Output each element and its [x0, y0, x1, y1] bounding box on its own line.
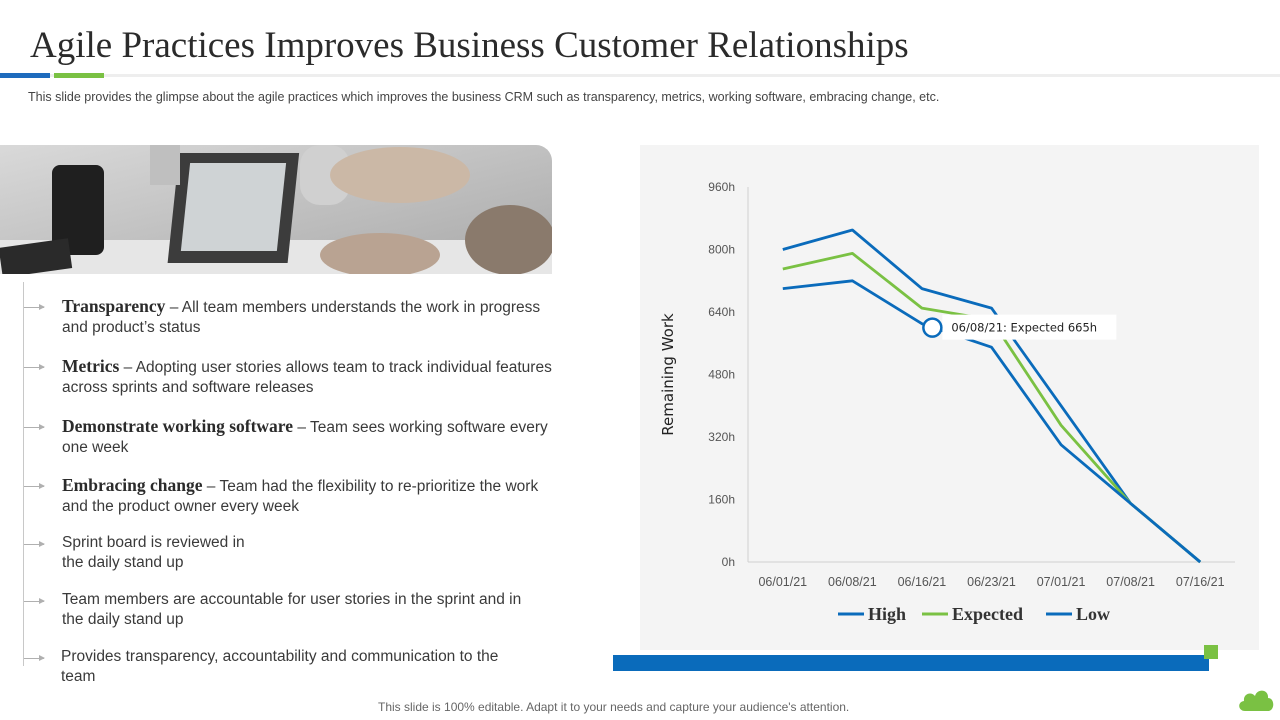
bottom-accent-bar [613, 655, 1209, 671]
footer-note: This slide is 100% editable. Adapt it to… [378, 700, 850, 714]
arrow-icon [24, 655, 45, 661]
arrow-icon [24, 541, 45, 547]
item-text: Provides transparency, accountability an… [61, 648, 499, 685]
cloud-icon [1239, 690, 1274, 711]
arrow-icon [24, 364, 45, 370]
green-accent-square [1204, 645, 1218, 659]
x-tick-label: 06/08/21 [828, 575, 877, 589]
y-tick-label: 0h [722, 555, 735, 569]
slide-title: Agile Practices Improves Business Custom… [30, 25, 909, 66]
office-laptop-photo [0, 145, 552, 274]
arrow-icon [24, 304, 45, 310]
title-accent-blue [0, 73, 50, 78]
arrow-icon [24, 598, 45, 604]
x-tick-label: 06/16/21 [898, 575, 947, 589]
y-tick-label: 960h [708, 180, 735, 194]
series-line-high [782, 228, 1202, 564]
y-tick-label: 640h [708, 305, 735, 319]
item-text: – Team had the flexibility to re-priorit… [62, 478, 539, 515]
burndown-chart: 0h 160h 320h 480h 640h 800h 960h 06/01/21 06/08/… [659, 180, 1235, 624]
series-line-low [782, 279, 1202, 564]
arrow-icon [24, 424, 45, 430]
item-heading: Metrics [62, 356, 120, 376]
x-tick-label: 07/16/21 [1176, 575, 1225, 589]
title-underline [0, 74, 1280, 77]
x-tick-label: 07/08/21 [1106, 575, 1155, 589]
y-tick-label: 320h [708, 430, 735, 444]
item-heading: Embracing change [62, 475, 203, 495]
item-text: Team members are accountable for user st… [62, 591, 522, 628]
y-tick-label: 800h [708, 243, 735, 257]
slide-subtitle: This slide provides the glimpse about th… [28, 90, 940, 104]
x-tick-label: 06/23/21 [967, 575, 1016, 589]
item-text: Sprint board is reviewed in the daily st… [62, 534, 245, 571]
x-tick-label: 06/01/21 [758, 575, 807, 589]
item-text: – Adopting user stories allows team to t… [62, 359, 552, 396]
legend-label: Expected [952, 604, 1023, 624]
tooltip-marker [922, 317, 943, 338]
y-tick-label: 480h [708, 368, 735, 382]
item-heading: Demonstrate working software [62, 416, 294, 436]
y-tick-label: 160h [708, 493, 735, 507]
legend-label: High [868, 604, 906, 624]
item-text: – Team sees working software every one w… [62, 419, 548, 456]
y-axis-title: Remaining Work [659, 313, 677, 436]
tooltip-box [942, 314, 1117, 340]
item-text: – All team members understands the work … [62, 299, 541, 336]
x-tick-label: 07/01/21 [1037, 575, 1086, 589]
item-timeline [23, 282, 24, 666]
item-heading: Transparency [62, 296, 166, 316]
title-accent-green [54, 73, 104, 78]
series-line-expected [782, 252, 1202, 564]
tooltip-label: 06/08/21: Expected 665h [951, 321, 1097, 335]
legend-label: Low [1076, 604, 1110, 624]
arrow-icon [24, 483, 45, 489]
burndown-chart-panel: 0h 160h 320h 480h 640h 800h 960h 06/01/21 06/08/… [640, 145, 1259, 650]
